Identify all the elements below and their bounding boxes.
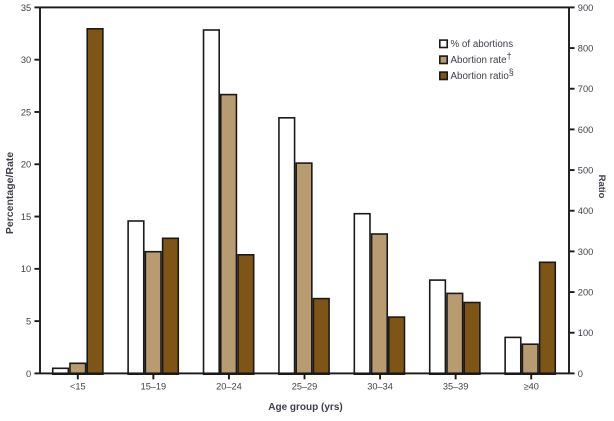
svg-text:600: 600: [578, 125, 594, 135]
svg-text:Percentage/Rate: Percentage/Rate: [4, 152, 16, 234]
svg-text:20–24: 20–24: [216, 382, 242, 392]
svg-text:15–19: 15–19: [141, 382, 167, 392]
svg-text:35: 35: [21, 3, 31, 13]
svg-text:Abortion rate†: Abortion rate†: [451, 51, 512, 66]
svg-text:Ratio: Ratio: [596, 175, 607, 199]
svg-text:% of abortions: % of abortions: [451, 39, 514, 50]
svg-text:35–39: 35–39: [443, 382, 469, 392]
svg-text:300: 300: [578, 247, 594, 257]
svg-text:10: 10: [21, 264, 31, 274]
svg-text:15: 15: [21, 212, 31, 222]
svg-text:Age group (yrs): Age group (yrs): [268, 402, 342, 413]
svg-text:400: 400: [578, 206, 594, 216]
svg-text:20: 20: [21, 160, 31, 170]
svg-text:700: 700: [578, 84, 594, 94]
svg-text:0: 0: [26, 369, 31, 379]
svg-text:5: 5: [26, 317, 31, 327]
svg-text:500: 500: [578, 165, 594, 175]
svg-text:100: 100: [578, 328, 594, 338]
svg-text:200: 200: [578, 287, 594, 297]
svg-text:25: 25: [21, 107, 31, 117]
svg-text:<15: <15: [70, 382, 86, 392]
svg-text:25–29: 25–29: [292, 382, 318, 392]
svg-text:800: 800: [578, 43, 594, 53]
svg-text:0: 0: [578, 369, 583, 379]
svg-text:30: 30: [21, 55, 31, 65]
svg-text:30–34: 30–34: [367, 382, 393, 392]
svg-text:≥40: ≥40: [524, 382, 539, 392]
svg-text:900: 900: [578, 3, 594, 13]
svg-text:Abortion ratio§: Abortion ratio§: [451, 67, 514, 82]
